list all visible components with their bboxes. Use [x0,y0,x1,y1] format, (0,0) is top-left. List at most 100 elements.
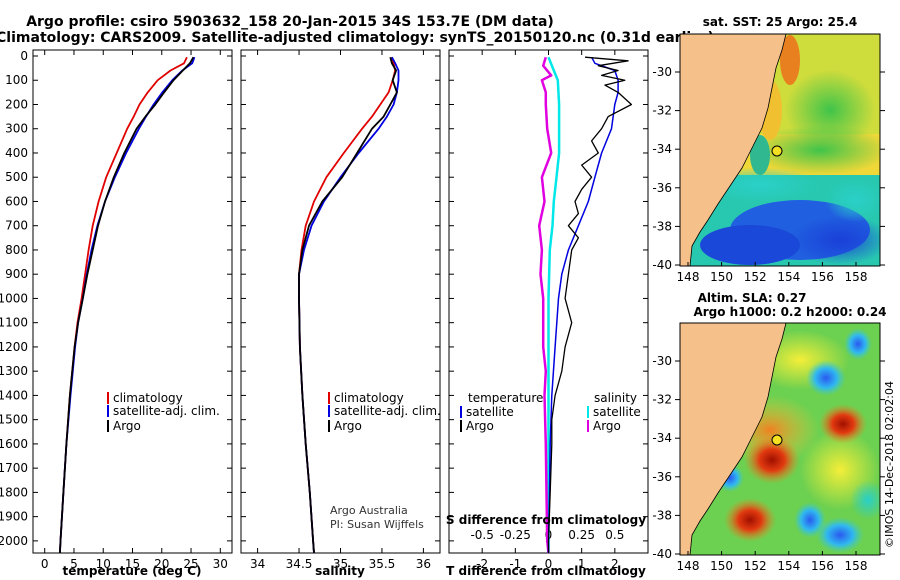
depth-tick-label: 800 [5,243,28,257]
argo-line [298,56,398,554]
map-y-tick-label: -36 [652,181,672,195]
argo-location-marker [771,434,783,446]
map-x-tick-label: 158 [845,270,868,284]
depth-tick-label: 1700 [0,461,28,475]
map-y-tick-label: -40 [652,547,672,561]
depth-tick-label: 2000 [0,534,28,548]
map-y-tick-label: -32 [652,393,672,407]
sst-map-title: sat. SST: 25 Argo: 25.4 [703,15,857,29]
x-tick-label: 1 [578,557,586,571]
map-x-tick-label: 158 [845,559,868,573]
depth-tick-label: 300 [5,122,28,136]
x-tick-label: 35 [333,557,348,571]
depth-tick-label: 0 [20,49,28,63]
depth-tick-label: 100 [5,73,28,87]
temperature-panel [32,49,233,554]
map-x-tick-label: 154 [777,559,800,573]
map-y-tick-label: -34 [652,142,672,156]
salinity-series [298,56,400,554]
temperature-series [59,56,196,554]
satellite-adj-clim--line [298,56,400,554]
salinity-panel [240,49,441,554]
x-tick-label: 2 [611,557,619,571]
x-tick-label: 30 [213,557,228,571]
map-y-tick-label: -40 [652,258,672,272]
x-tick-label: 20 [154,557,169,571]
depth-tick-label: 1400 [0,388,28,402]
x-tick-label: 34.5 [286,557,313,571]
map-x-tick-label: 148 [677,559,700,573]
x-tick-label: 36 [416,557,431,571]
depth-tick-label: 700 [5,219,28,233]
temperature-xlabel: temperature (deg C) [63,564,202,578]
argo-line [59,56,195,554]
credit-line-2: PI: Susan Wijffels [330,518,424,531]
depth-tick-label: 1000 [0,291,28,305]
s-tick-label: 0.5 [605,528,624,542]
sst-map [680,34,880,266]
map-y-tick-label: -38 [652,219,672,233]
x-tick-label: 15 [125,557,140,571]
x-tick-label: 5 [70,557,78,571]
climatology-line [59,56,188,554]
difference-legend: temperature satellite Argo salinity sate… [460,391,641,433]
map-y-tick-label: -38 [652,508,672,522]
depth-tick-label: 500 [5,170,28,184]
watermark: ©IMOS 14-Dec-2018 02:02:04 [883,381,896,548]
difference-xlabel: T difference from climatology [446,564,646,578]
map-y-tick-label: -32 [652,104,672,118]
depth-tick-label: 1100 [0,316,28,330]
s-difference-label: S difference from climatology [446,513,646,527]
x-tick-label: 10 [96,557,111,571]
map-x-tick-label: 156 [811,270,834,284]
map-axis-ticks: 148 150 152 154 156 158 -30 -32 -34 -36 -38 -40 148 1… [652,65,885,573]
map-y-tick-label: -30 [652,65,672,79]
x-tick-label: 35.5 [369,557,396,571]
legend-argo: Argo [334,419,362,433]
map-y-tick-label: -30 [652,354,672,368]
legend-t-argo: Argo [466,419,494,433]
legend-s-argo: Argo [593,419,621,433]
s-tick-label: 0.25 [568,528,595,542]
s-satellite-line [547,56,561,553]
depth-tick-label: 200 [5,97,28,111]
map-x-tick-label: 150 [710,270,733,284]
x-tick-label: 34 [250,557,265,571]
t-argo-line [547,56,633,553]
map-x-tick-label: 156 [811,559,834,573]
argo-location-marker [771,145,783,157]
depth-tick-label: 1600 [0,437,28,451]
map-x-tick-label: 150 [710,559,733,573]
map-y-tick-label: -36 [652,470,672,484]
s-argo-line [537,56,553,554]
map-x-tick-label: 152 [744,270,767,284]
map-y-tick-label: -34 [652,431,672,445]
legend-climatology: climatology [334,391,404,405]
x-tick-label: -1 [509,557,521,571]
axis-ticks: 0 5 10 15 20 25 30 34 34.5 35 35.5 36 -2 -1 0 1 2 -0.5 -0.… [33,50,648,571]
legend-temperature-title: temperature [468,391,543,405]
s-tick-label: -0.5 [470,528,493,542]
legend-t-satellite: satellite [466,405,514,419]
x-tick-label: 0 [41,557,49,571]
title-line-1: Argo profile: csiro 5903632_158 20-Jan-2… [26,14,554,30]
salinity-xlabel: salinity [315,564,365,578]
legend-satellite: satellite-adj. clim. [334,404,441,418]
depth-tick-label: 900 [5,267,28,281]
sla-map-title-1: Altim. SLA: 0.27 [698,291,807,305]
depth-tick-label: 1500 [0,413,28,427]
map-x-tick-label: 152 [744,559,767,573]
x-tick-label: 25 [183,557,198,571]
depth-tick-label: 600 [5,194,28,208]
legend-argo: Argo [113,419,141,433]
x-tick-label: -2 [476,557,488,571]
sla-map-title-2: Argo h1000: 0.2 h2000: 0.24 [693,305,886,319]
depth-tick-label: 1200 [0,340,28,354]
legend-s-satellite: satellite [593,405,641,419]
difference-series [537,56,633,554]
title-line-2: Climatology: CARS2009. Satellite-adjuste… [0,30,714,46]
temperature-legend: climatology satellite-adj. clim. Argo [107,391,220,433]
depth-axis: 0 100 200 300 400 500 600 700 800 900 1000 1100 1200… [0,49,28,548]
depth-tick-label: 1300 [0,364,28,378]
